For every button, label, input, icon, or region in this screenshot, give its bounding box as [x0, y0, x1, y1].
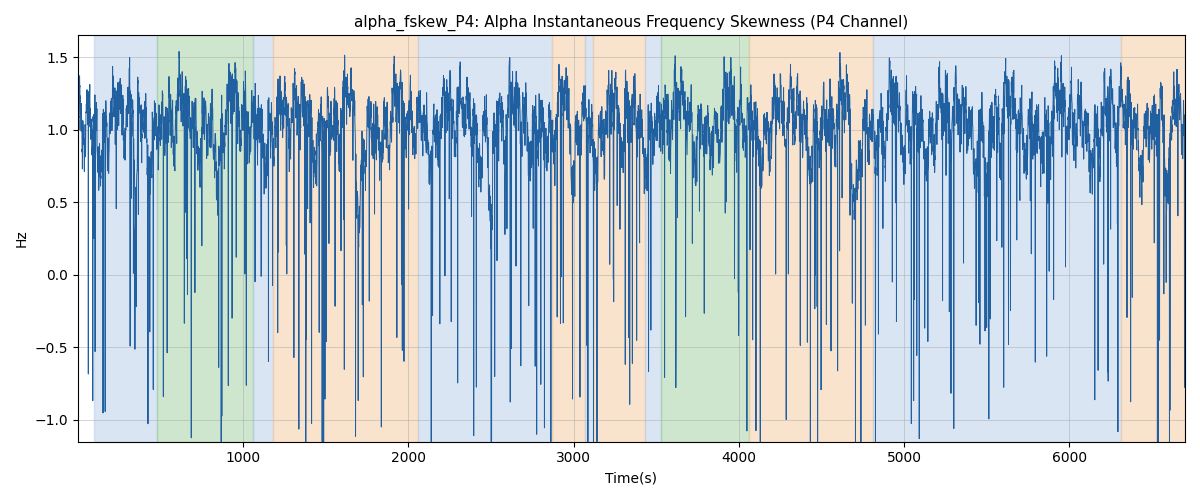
Bar — [157, 36, 253, 442]
Bar — [253, 36, 272, 442]
Title: alpha_fskew_P4: Alpha Instantaneous Frequency Skewness (P4 Channel): alpha_fskew_P4: Alpha Instantaneous Freq… — [354, 15, 908, 31]
Bar — [586, 36, 594, 442]
Bar — [749, 36, 872, 442]
Bar — [272, 36, 419, 442]
Bar — [594, 36, 644, 442]
Bar — [1121, 36, 1186, 442]
Bar — [872, 36, 1121, 442]
X-axis label: Time(s): Time(s) — [606, 471, 658, 485]
Bar — [661, 36, 749, 442]
Bar — [419, 36, 552, 442]
Bar — [552, 36, 586, 442]
Bar — [644, 36, 661, 442]
Bar — [95, 36, 157, 442]
Y-axis label: Hz: Hz — [14, 230, 29, 248]
